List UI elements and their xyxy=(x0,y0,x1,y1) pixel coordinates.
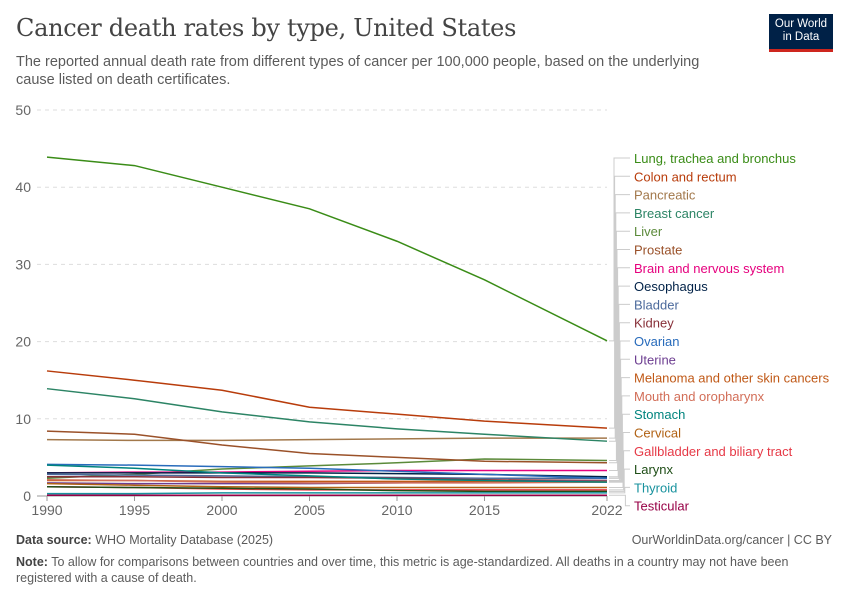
legend-connector xyxy=(609,285,630,478)
legend-label: Thyroid xyxy=(634,480,677,495)
owid-logo[interactable]: Our World in Data xyxy=(769,14,833,52)
legend-connector xyxy=(609,175,630,429)
series-line xyxy=(46,437,607,442)
note: Note: To allow for comparisons between c… xyxy=(16,554,826,586)
legend-connector xyxy=(609,432,630,489)
legend-label: Gallbladder and biliary tract xyxy=(634,444,793,459)
series-line xyxy=(46,479,608,484)
legend-connector xyxy=(609,249,630,464)
legend-connector xyxy=(609,194,630,439)
legend-label: Oesophagus xyxy=(634,279,708,294)
series-line xyxy=(46,485,607,493)
legend-label: Breast cancer xyxy=(634,206,715,221)
legend-label: Liver xyxy=(634,224,663,239)
legend-label: Prostate xyxy=(634,243,682,258)
legend-connector xyxy=(609,468,630,492)
chart-title: Cancer death rates by type, United State… xyxy=(16,14,517,42)
y-tick-label: 10 xyxy=(15,411,31,427)
legend-label: Larynx xyxy=(634,462,674,477)
legend-label: Brain and nervous system xyxy=(634,261,784,276)
legend-connector xyxy=(609,157,630,342)
x-tick-label: 2005 xyxy=(294,502,325,518)
legend-connector xyxy=(609,486,630,494)
legend-connector xyxy=(609,358,630,482)
legend-connector xyxy=(609,267,630,472)
legend-connector xyxy=(609,340,630,479)
legend-label: Uterine xyxy=(634,352,676,367)
legend-label: Testicular xyxy=(634,499,690,514)
note-label: Note: xyxy=(16,555,48,569)
x-tick-label: 2022 xyxy=(591,502,622,518)
x-tick-label: 1990 xyxy=(31,502,62,518)
legend-connector xyxy=(609,377,630,482)
y-tick-label: 40 xyxy=(15,179,31,195)
legend-connector xyxy=(609,413,630,483)
legend-label: Colon and rectum xyxy=(634,169,737,184)
line-chart: 0 10 20 30 40 50 1990 1995 2000 2005 2010 2015 2022 L… xyxy=(15,102,830,518)
note-text: To allow for comparisons between countri… xyxy=(16,555,789,585)
legend-label: Ovarian xyxy=(634,334,680,349)
x-tick-label: 2000 xyxy=(206,502,237,518)
series-line xyxy=(46,464,608,483)
series-line xyxy=(46,430,608,464)
legend-connector xyxy=(609,494,630,507)
series-line xyxy=(46,469,607,474)
legend-label: Lung, trachea and bronchus xyxy=(634,151,796,166)
legend-label: Mouth and oropharynx xyxy=(634,389,765,404)
y-tick-label: 50 xyxy=(15,102,31,118)
legend-label: Bladder xyxy=(634,297,679,312)
series-line xyxy=(46,156,608,342)
legend-label: Melanoma and other skin cancers xyxy=(634,371,830,386)
legend-label: Cervical xyxy=(634,426,681,441)
legend-connector xyxy=(609,450,630,491)
y-tick-label: 0 xyxy=(23,488,31,504)
x-tick-label: 2015 xyxy=(469,502,500,518)
source-line: Data source: WHO Mortality Database (202… xyxy=(16,533,273,547)
series-line xyxy=(46,482,607,489)
y-tick-label: 20 xyxy=(15,334,31,350)
source-url[interactable]: OurWorldinData.org/cancer | CC BY xyxy=(631,533,832,547)
legend-label: Stomach xyxy=(634,407,685,422)
series-line xyxy=(46,473,607,479)
legend-connector xyxy=(609,230,630,461)
series-line xyxy=(46,370,608,429)
x-tick-label: 1995 xyxy=(119,502,150,518)
x-tick-label: 2010 xyxy=(381,502,412,518)
legend-label: Kidney xyxy=(634,316,674,331)
series-line xyxy=(46,387,608,442)
series-line xyxy=(47,475,608,482)
y-tick-label: 30 xyxy=(15,256,31,272)
series-line xyxy=(47,492,607,495)
chart-subtitle: The reported annual death rate from diff… xyxy=(16,54,700,88)
legend-label: Pancreatic xyxy=(634,188,696,203)
source-text: WHO Mortality Database (2025) xyxy=(95,533,274,547)
source-label: Data source: xyxy=(16,533,92,547)
legend-connector xyxy=(609,212,630,442)
series-line xyxy=(46,458,608,479)
series-line xyxy=(46,463,608,479)
